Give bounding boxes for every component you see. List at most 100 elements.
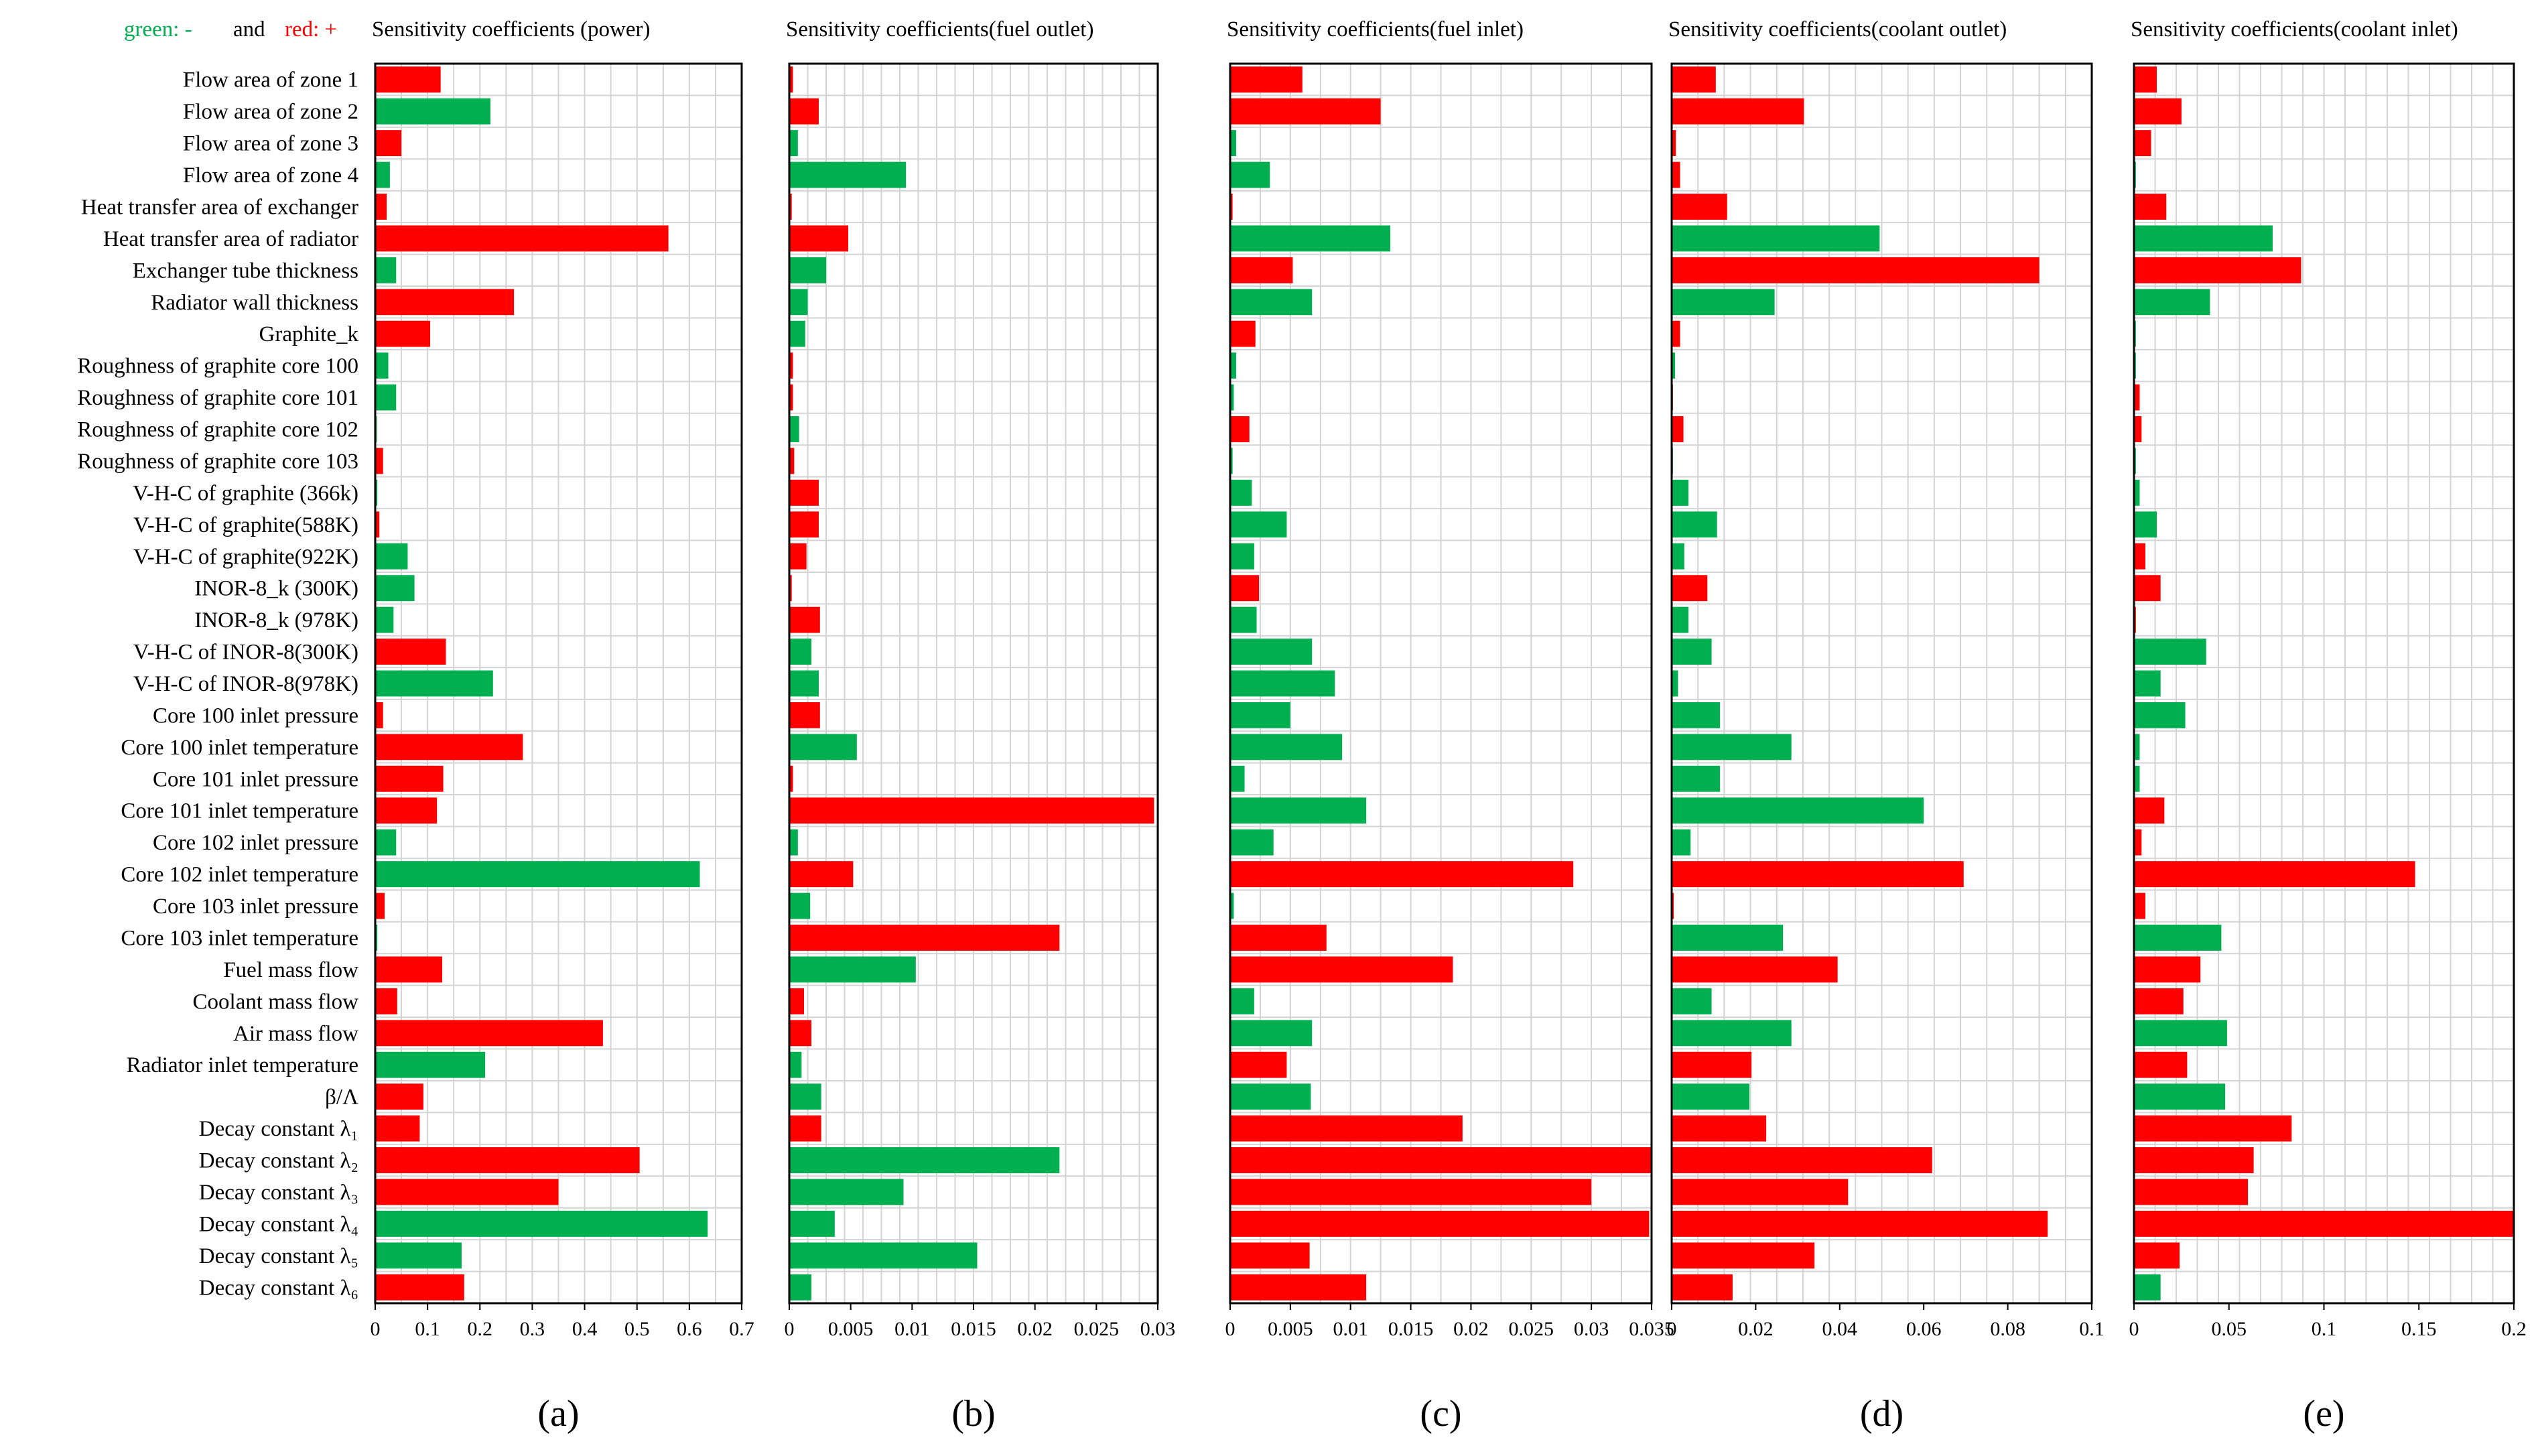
bar <box>1672 1051 1752 1078</box>
parameter-label: Decay constant λ₆ <box>199 1276 358 1300</box>
parameter-label: Graphite_k <box>259 322 359 346</box>
bar <box>2134 66 2157 93</box>
bar <box>375 320 431 347</box>
grid <box>1230 64 1652 1303</box>
bar <box>789 702 820 728</box>
bar <box>375 225 669 252</box>
bar <box>2134 384 2140 411</box>
bar <box>1672 925 1784 951</box>
bar <box>1672 98 1804 125</box>
bar <box>1230 161 1270 188</box>
bar <box>1230 1210 1650 1237</box>
parameter-label: Core 102 inlet pressure <box>153 831 358 855</box>
bar <box>2134 1051 2188 1078</box>
bar <box>1672 1242 1815 1269</box>
grid <box>375 64 742 1303</box>
bar <box>375 606 394 633</box>
x-tick-label: 0.01 <box>894 1318 930 1340</box>
parameter-labels: Flow area of zone 1 Flow area of zone 2 Fl… <box>77 68 358 1301</box>
bar <box>2134 702 2186 728</box>
x-tick-label: 0.2 <box>468 1318 493 1340</box>
bar <box>375 98 490 125</box>
parameter-label: V-H-C of INOR-8(978K) <box>133 672 358 696</box>
bar <box>1672 702 1721 728</box>
parameter-label: Coolant mass flow <box>193 990 359 1014</box>
bar <box>2134 543 2146 570</box>
bar <box>2134 1210 2514 1237</box>
bar <box>2134 670 2161 697</box>
x-tick-label: 0 <box>371 1318 381 1340</box>
x-tick-label: 0.1 <box>2312 1318 2337 1340</box>
bar <box>375 194 387 220</box>
bar <box>1230 606 1257 633</box>
plot-frame <box>1229 62 1653 1305</box>
bar <box>2134 988 2184 1014</box>
panel-caption: (b) <box>951 1393 995 1435</box>
bar <box>1672 543 1684 570</box>
bar <box>1230 1020 1313 1047</box>
parameter-label: β/Λ <box>325 1085 358 1110</box>
x-tick-label: 0.01 <box>1333 1318 1368 1340</box>
bar <box>1230 765 1245 792</box>
bar <box>789 1274 811 1301</box>
bar <box>1672 1147 1932 1173</box>
bar <box>789 1020 811 1047</box>
bar <box>1672 320 1680 347</box>
bar <box>2134 289 2210 316</box>
bar <box>375 1083 423 1110</box>
parameter-label: Flow area of zone 3 <box>183 132 358 156</box>
bar <box>1230 225 1391 252</box>
parameter-label: V-H-C of graphite(588K) <box>133 513 358 537</box>
bar <box>1230 1115 1463 1142</box>
bar <box>1230 289 1313 316</box>
x-tick-label: 0.015 <box>1388 1318 1434 1340</box>
legend-negative-label: green: - <box>124 17 192 42</box>
x-tick-label: 0.6 <box>677 1318 702 1340</box>
x-tick-label: 0.025 <box>1074 1318 1120 1340</box>
x-tick-label: 0 <box>1667 1318 1677 1340</box>
bar <box>2134 639 2206 665</box>
chart-title: Sensitivity coefficients(coolant outlet) <box>1668 17 2007 42</box>
bar <box>789 289 808 316</box>
parameter-label: V-H-C of graphite(922K) <box>133 545 358 569</box>
x-tick-label: 0.035 <box>1629 1318 1674 1340</box>
plot-frame <box>1670 62 2093 1305</box>
chart-panel-d: Sensitivity coefficients(coolant outlet)… <box>1667 17 2105 1435</box>
bar <box>789 543 807 570</box>
bar <box>789 320 805 347</box>
grid <box>789 64 1158 1303</box>
x-tick-label: 0 <box>785 1318 795 1340</box>
bar <box>1230 66 1303 93</box>
bar <box>1230 98 1381 125</box>
bar <box>789 66 793 93</box>
x-tick-label: 0.5 <box>624 1318 650 1340</box>
bar <box>789 257 826 283</box>
parameter-label: Core 102 inlet temperature <box>121 863 358 887</box>
parameter-label: Core 100 inlet pressure <box>153 704 358 728</box>
x-tick-label: 0.08 <box>1990 1318 2025 1340</box>
x-tick-label: 0.04 <box>1822 1318 1858 1340</box>
parameter-label: Roughness of graphite core 103 <box>77 450 358 474</box>
bar <box>2134 416 2142 442</box>
bar <box>2134 1020 2227 1047</box>
bar <box>789 925 1060 951</box>
parameter-label: Radiator wall thickness <box>151 291 358 315</box>
bar <box>1230 702 1290 728</box>
bar <box>2134 1115 2292 1142</box>
bar <box>2134 1242 2180 1269</box>
bar <box>789 956 916 983</box>
bar <box>1672 797 1924 824</box>
chart-title: Sensitivity coefficients (power) <box>372 17 650 42</box>
bar <box>1230 639 1313 665</box>
bar <box>1672 892 1674 919</box>
x-tick-label: 0.7 <box>729 1318 754 1340</box>
bar <box>2134 511 2157 538</box>
bar <box>1672 352 1676 379</box>
bar <box>1230 1179 1592 1205</box>
bar <box>1672 956 1838 983</box>
bar <box>1230 1242 1310 1269</box>
bar <box>1230 797 1367 824</box>
x-tick-label: 0.3 <box>520 1318 545 1340</box>
bar <box>375 829 397 856</box>
bar <box>375 130 402 157</box>
